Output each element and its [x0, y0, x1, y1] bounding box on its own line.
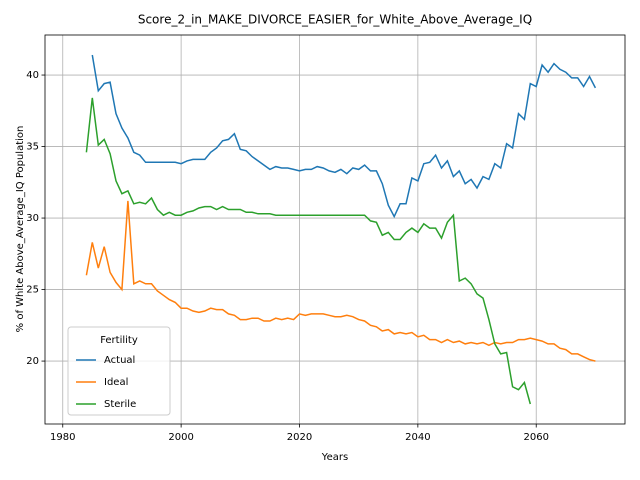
y-axis-label: % of White Above_Average_IQ Population [15, 126, 26, 333]
series-line [91, 54, 597, 219]
legend-label: Actual [104, 355, 135, 366]
y-tick-label: 20 [26, 356, 39, 367]
legend-label: Sterile [104, 399, 136, 410]
legend-box [67, 326, 171, 416]
x-tick-label: 2000 [168, 432, 193, 443]
x-tick-label: 1980 [50, 432, 75, 443]
y-tick-label: 35 [26, 142, 39, 153]
x-axis-label: Years [321, 452, 348, 463]
y-tick-label: 40 [26, 70, 39, 81]
series-line [85, 200, 596, 362]
y-tick-label: 25 [26, 285, 39, 296]
legend-label: Ideal [104, 377, 128, 388]
x-tick-label: 2040 [405, 432, 430, 443]
plot-frame [44, 34, 626, 425]
chart-title: Score_2_in_MAKE_DIVORCE_EASIER_for_White… [138, 13, 532, 27]
y-tick-label: 30 [26, 213, 39, 224]
x-tick-label: 2060 [523, 432, 548, 443]
legend-title: Fertility [100, 335, 138, 346]
x-tick-label: 2020 [287, 432, 312, 443]
series-line [85, 97, 532, 405]
